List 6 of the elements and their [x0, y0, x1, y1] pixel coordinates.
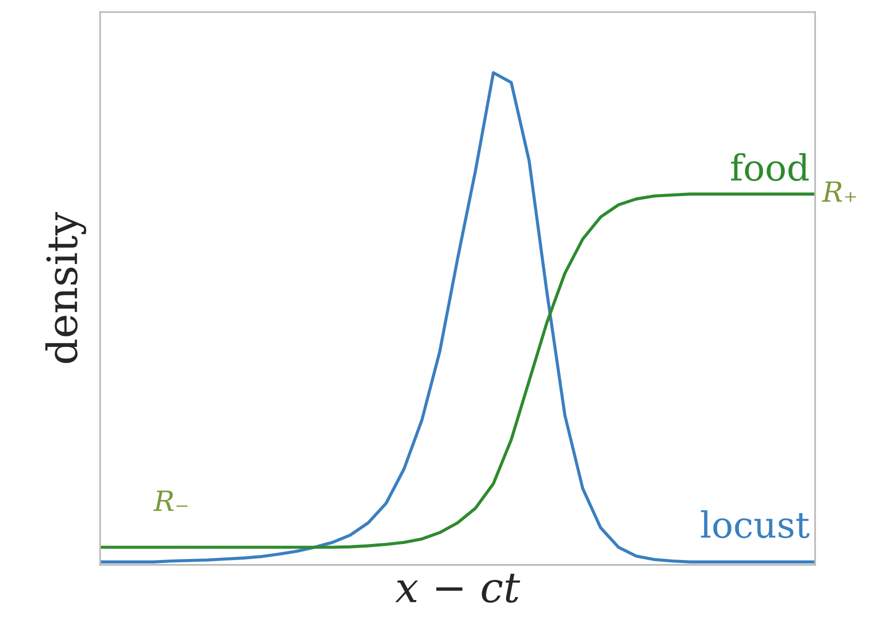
text: R₊ — [822, 181, 856, 202]
y-axis-title: density — [45, 212, 86, 363]
x-axis-title: x − ct — [395, 574, 520, 603]
annotation: R₋ — [153, 490, 188, 511]
series-label: locust — [700, 510, 810, 538]
series-label: food — [731, 153, 809, 182]
